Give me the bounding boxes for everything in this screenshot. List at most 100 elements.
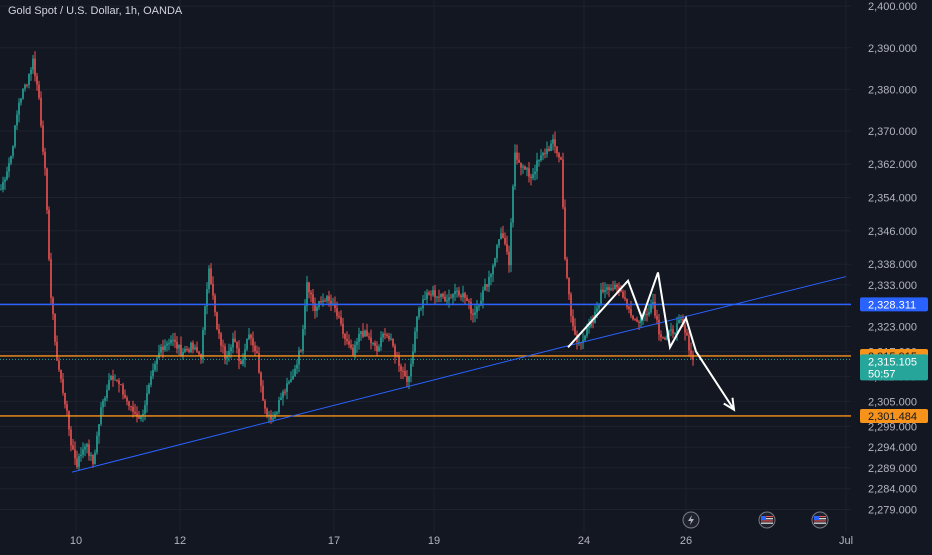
horizontal-levels[interactable] [0,303,851,417]
candle-body [536,160,538,172]
candle-body [46,168,48,210]
candle-body [338,316,340,318]
price-labels: 2,328.3112,315.9152,301.4842,315.10550:5… [860,297,928,423]
price-tick-label: 2,346.000 [868,226,917,238]
candle-body [68,410,70,430]
candle-body [624,297,626,299]
candle-body [134,411,136,414]
candle-body [400,365,402,371]
candle-body [474,312,476,315]
candle-body [622,291,624,298]
candle-body [36,75,38,85]
candle-body [416,316,418,332]
price-tick-label: 2,380.000 [868,84,917,96]
candle-body [240,360,242,364]
candle-body [374,342,376,346]
candle-body [518,159,520,163]
drawings[interactable] [71,272,847,473]
candle-body [414,331,416,352]
candle-body [90,455,92,457]
candle-body [356,341,358,345]
candle-body [678,319,680,324]
price-tick-label: 2,362.000 [868,159,917,171]
price-axis[interactable] [851,0,932,550]
candle-body [166,343,168,346]
trendline[interactable] [71,276,847,473]
price-tick-label: 2,279.000 [868,505,917,517]
price-tick-label: 2,333.000 [868,280,917,292]
candle-body [118,380,120,385]
event-markers[interactable] [682,511,829,529]
candle-body [366,330,368,337]
time-axis[interactable] [0,532,932,550]
blue-level-label: 2,328.311 [868,299,916,311]
candle-body [448,297,450,301]
candle-body [74,449,76,459]
candle-body [478,305,480,307]
time-tick-label: 10 [70,535,82,547]
price-tick-label: 2,294.000 [868,442,917,454]
arrow-head [723,397,736,412]
candle-body [470,302,472,314]
candle-body [14,125,16,147]
candle-body [348,341,350,345]
candle-body [234,338,236,343]
candle-body [358,333,360,342]
candle-body [430,294,432,296]
candle-body [420,308,422,310]
time-tick-label: 26 [680,535,692,547]
candle-body [164,345,166,350]
candle-body [450,297,452,299]
candle-body [484,284,486,291]
candle-body [56,341,58,361]
candle-body [456,290,458,292]
candle-body [498,239,500,246]
current-price-label-bg [860,354,928,381]
us-flag-event-icon[interactable] [811,511,829,529]
candle-body [458,290,460,296]
candle-body [168,343,170,345]
candle-body [582,340,584,343]
candle-body [184,348,186,352]
candle-body [262,385,264,401]
candle-body [490,274,492,278]
candle-body [94,452,96,465]
candle-body [142,413,144,416]
candle-body [660,334,662,338]
candle-body [666,335,668,340]
candle-body [442,293,444,297]
pattern-path[interactable] [567,272,735,411]
candle-body [196,347,198,352]
candle-body [212,283,214,296]
candle-body [684,325,686,333]
candle-body [314,303,316,311]
candle-body [376,345,378,352]
candle-body [472,313,474,315]
candle-body [440,293,442,298]
candle-body [310,292,312,295]
candle-body [140,415,142,419]
us-flag-event-icon[interactable] [758,511,776,529]
candle-body [608,287,610,291]
candle-body [232,338,234,348]
candle-body [210,268,212,284]
candle-body [132,406,134,412]
candle-body [300,350,302,352]
candle-body [686,332,688,336]
price-tick-label: 2,289.000 [868,463,917,475]
candle-body [688,335,690,351]
candle-body [390,338,392,340]
candle-body [194,347,196,350]
candle-body [40,97,42,126]
candle-body [324,300,326,302]
candle-body [346,338,348,342]
flash-event-icon[interactable] [682,511,700,529]
candle-body [408,376,410,382]
price-tick-label: 2,323.000 [868,321,917,333]
candle-body [652,301,654,305]
candle-body [612,288,614,290]
candle-body [548,148,550,151]
candle-body [648,312,650,315]
